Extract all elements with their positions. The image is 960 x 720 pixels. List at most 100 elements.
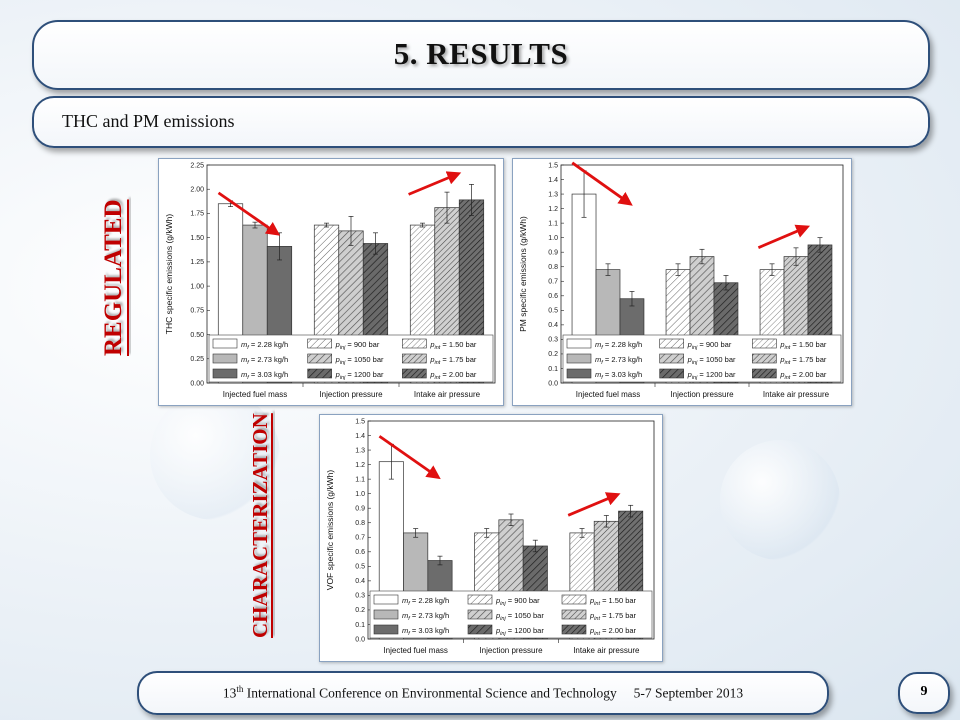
y-tick-label: 1.2	[548, 206, 558, 213]
legend-swatch	[561, 594, 587, 605]
legend-swatch	[467, 624, 493, 635]
y-axis-label: PM specific emissions (g/kWh)	[518, 216, 528, 332]
pm-chart-panel: 0.0 0.1 0.2 0.3 0.4 0.5 0.6 0.7 0.8 0.9 1.0 1.1 1.2 1…	[512, 158, 852, 406]
y-tick-label: 0.00	[190, 380, 204, 387]
legend-entry: mf = 2.28 kg/h	[402, 596, 449, 607]
thc-chart: 0.00 0.25 0.50 0.75 1.00 1.25 1.50 1.75 2.00 2.25…	[164, 162, 496, 399]
legend-swatch	[752, 368, 777, 379]
x-group-label: Injection pressure	[479, 646, 543, 655]
y-tick-label: 0.8	[548, 264, 558, 271]
legend-swatch	[752, 353, 777, 364]
trend-arrow-down	[217, 191, 281, 236]
y-tick-label: 0.25	[190, 356, 204, 363]
legend-swatch	[659, 368, 684, 379]
pm-chart: 0.0 0.1 0.2 0.3 0.4 0.5 0.6 0.7 0.8 0.9 1.0 1.1 1.2 1…	[518, 161, 844, 399]
legend-swatch	[566, 368, 592, 379]
y-tick-label: 1.50	[190, 235, 204, 242]
y-tick-label: 1.5	[355, 418, 365, 425]
y-tick-label: 0.7	[355, 535, 365, 542]
x-group-label: Injected fuel mass	[576, 390, 640, 399]
y-tick-label: 0.50	[190, 332, 204, 339]
legend-swatch	[212, 353, 238, 364]
y-tick-label: 0.3	[548, 337, 558, 344]
legend-entry: pint = 2.00 bar	[429, 370, 477, 381]
legend-entry: mf = 3.03 kg/h	[241, 370, 288, 381]
page-number-badge: 9	[898, 672, 950, 714]
legend-swatch	[467, 609, 493, 620]
legend-entry: pint = 1.50 bar	[779, 340, 827, 351]
x-group-label: Injection pressure	[670, 390, 734, 399]
legend-swatch	[373, 624, 399, 635]
background-orb	[720, 440, 840, 560]
legend-swatch	[402, 353, 427, 364]
legend-swatch	[752, 338, 777, 349]
x-group-label: Intake air pressure	[573, 646, 640, 655]
legend-box	[208, 334, 494, 383]
legend-entry: pinj = 1200 bar	[495, 626, 544, 637]
legend-entry: mf = 2.28 kg/h	[241, 340, 288, 351]
y-tick-label: 1.3	[355, 447, 365, 454]
y-tick-label: 0.7	[548, 279, 558, 286]
y-tick-label: 0.9	[548, 250, 558, 257]
y-tick-label: 1.0	[548, 235, 558, 242]
trend-arrow-up	[408, 171, 462, 196]
legend-swatch	[373, 594, 399, 605]
legend-entry: pinj = 1050 bar	[335, 355, 384, 366]
thc-chart-panel: 0.00 0.25 0.50 0.75 1.00 1.25 1.50 1.75 2.00 2.25…	[158, 158, 504, 406]
x-group-label: Injected fuel mass	[383, 646, 447, 655]
legend-entry: mf = 2.28 kg/h	[595, 340, 642, 351]
y-tick-label: 0.9	[355, 506, 365, 513]
y-tick-label: 0.8	[355, 520, 365, 527]
trend-arrow-down	[378, 435, 441, 480]
y-axis-label: THC specific emissions (g/kWh)	[164, 214, 174, 335]
legend-box	[369, 590, 653, 639]
title-banner: 5. RESULTS	[32, 20, 930, 90]
legend-entry: mf = 2.73 kg/h	[241, 355, 288, 366]
legend-swatch	[467, 594, 493, 605]
page-number: 9	[920, 684, 928, 699]
subtitle-banner: THC and PM emissions	[32, 96, 930, 148]
legend-swatch	[561, 624, 587, 635]
footer-text: 13th International Conference on Environ…	[139, 684, 827, 702]
legend-swatch	[307, 353, 332, 364]
y-tick-label: 0.4	[548, 322, 558, 329]
legend-entry: pinj = 1200 bar	[687, 370, 736, 381]
legend-entry: pinj = 1200 bar	[335, 370, 384, 381]
x-group-label: Intake air pressure	[414, 390, 481, 399]
legend-swatch	[212, 368, 238, 379]
section-subtitle: THC and PM emissions	[62, 111, 235, 131]
regulated-label: REGULATED	[100, 199, 127, 356]
y-tick-label: 0.1	[355, 622, 365, 629]
characterization-label: CHARACTERIZATION	[248, 413, 272, 638]
y-tick-label: 0.2	[355, 607, 365, 614]
y-tick-label: 2.00	[190, 187, 204, 194]
y-axis-label: VOF specific emissions (g/kWh)	[325, 470, 335, 591]
trend-arrow-down	[571, 161, 633, 206]
legend-entry: pinj = 1050 bar	[687, 355, 736, 366]
y-tick-label: 0.1	[548, 366, 558, 373]
vof-chart-panel: 0.0 0.1 0.2 0.3 0.4 0.5 0.6 0.7 0.8 0.9 1.0 1.1 1.2 1…	[319, 414, 663, 662]
legend-entry: pint = 1.75 bar	[429, 355, 477, 366]
y-tick-label: 1.00	[190, 283, 204, 290]
page-title: 5. RESULTS	[393, 36, 569, 71]
y-tick-label: 0.4	[355, 578, 365, 585]
y-tick-label: 2.25	[190, 162, 204, 169]
legend-swatch	[566, 338, 592, 349]
y-tick-label: 1.0	[355, 491, 365, 498]
legend-entry: pinj = 1050 bar	[495, 611, 544, 622]
y-tick-label: 0.0	[548, 380, 558, 387]
trend-arrow-up	[567, 492, 621, 517]
legend-swatch	[307, 338, 332, 349]
legend-entry: pinj = 900 bar	[335, 340, 380, 351]
y-tick-label: 1.1	[548, 220, 558, 227]
legend-swatch	[402, 338, 427, 349]
y-tick-label: 0.6	[355, 549, 365, 556]
x-group-label: Intake air pressure	[763, 390, 830, 399]
legend-entry: pinj = 900 bar	[687, 340, 732, 351]
y-tick-label: 0.5	[355, 564, 365, 571]
footer-banner: 13th International Conference on Environ…	[137, 671, 829, 715]
legend-swatch	[659, 353, 684, 364]
y-tick-label: 1.25	[190, 259, 204, 266]
legend-entry: mf = 3.03 kg/h	[402, 626, 449, 637]
vof-chart: 0.0 0.1 0.2 0.3 0.4 0.5 0.6 0.7 0.8 0.9 1.0 1.1 1.2 1…	[325, 418, 655, 655]
